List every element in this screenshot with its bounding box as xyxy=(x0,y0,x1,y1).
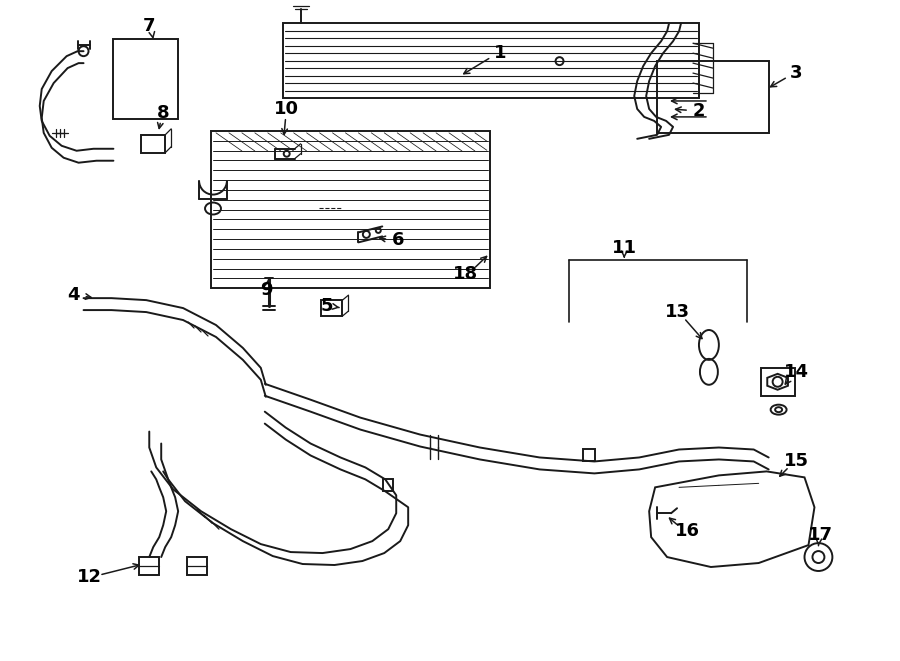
Bar xyxy=(211,131,490,288)
Text: 6: 6 xyxy=(392,231,404,249)
Text: 1: 1 xyxy=(493,44,506,62)
Bar xyxy=(657,61,769,133)
Bar xyxy=(187,557,207,575)
Bar xyxy=(113,39,178,119)
Bar xyxy=(283,23,699,98)
Text: 16: 16 xyxy=(674,522,699,540)
Bar xyxy=(760,368,795,396)
Text: 12: 12 xyxy=(77,568,102,586)
Bar xyxy=(140,557,159,575)
Text: 2: 2 xyxy=(693,102,706,120)
Text: 11: 11 xyxy=(612,239,637,257)
Text: 4: 4 xyxy=(68,286,80,304)
Text: 7: 7 xyxy=(143,17,156,35)
Text: 14: 14 xyxy=(784,363,809,381)
Text: 18: 18 xyxy=(454,265,479,283)
Text: 3: 3 xyxy=(790,64,803,82)
Text: 13: 13 xyxy=(664,303,689,321)
Text: 8: 8 xyxy=(157,104,169,122)
Text: 15: 15 xyxy=(784,452,809,471)
Text: 10: 10 xyxy=(274,100,299,118)
Text: 5: 5 xyxy=(320,297,333,315)
Text: 9: 9 xyxy=(260,281,273,299)
Text: 17: 17 xyxy=(808,526,833,544)
